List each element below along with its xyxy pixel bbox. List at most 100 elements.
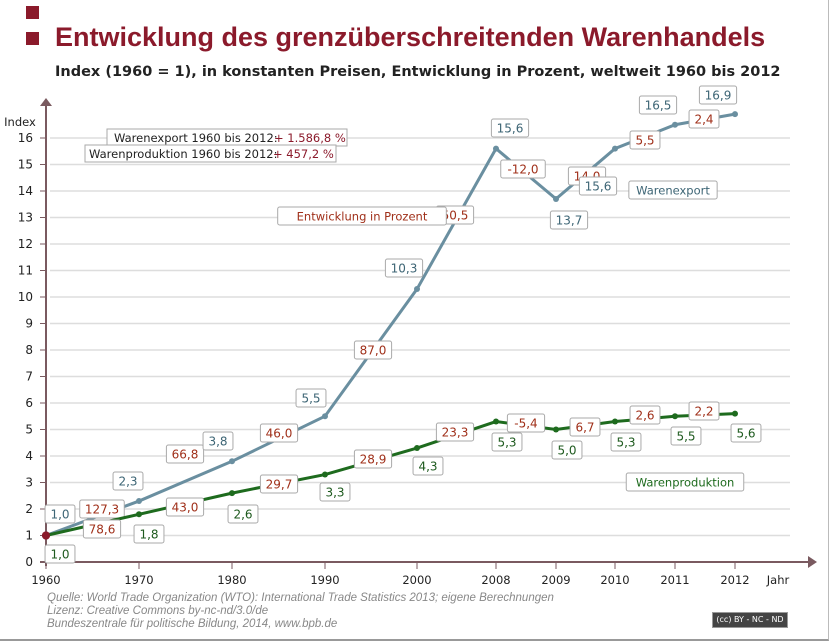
production-point bbox=[229, 490, 235, 497]
export-value-label: 5,5 bbox=[301, 392, 320, 406]
production-point bbox=[136, 511, 142, 518]
production-note-value: + 457,2 % bbox=[273, 147, 334, 161]
export-percent-label-box bbox=[165, 444, 205, 464]
x-tick-label: 1960 bbox=[31, 573, 60, 587]
production-point bbox=[553, 426, 559, 433]
export-value-label-box bbox=[295, 388, 327, 408]
production-note-label: Warenproduktion 1960 bis 2012: bbox=[89, 147, 277, 161]
production-percent-label: 78,6 bbox=[89, 523, 116, 537]
export-percent-label-box bbox=[353, 340, 393, 360]
y-tick-label: 8 bbox=[25, 343, 33, 357]
production-percent-label-box bbox=[506, 413, 546, 433]
cc-license-badge[interactable]: (cc) BY - NC - ND bbox=[712, 612, 788, 628]
production-value-label-box bbox=[412, 456, 444, 476]
y-tick-label: 3 bbox=[25, 476, 33, 490]
y-tick-label: 1 bbox=[25, 529, 33, 543]
y-axis-arrow bbox=[40, 98, 52, 106]
production-value-label: 5,5 bbox=[676, 430, 695, 444]
production-percent-label-box bbox=[353, 449, 393, 469]
production-percent-label: 43,0 bbox=[172, 501, 199, 515]
production-percent-label: 2,2 bbox=[694, 405, 713, 419]
x-tick-label: 2009 bbox=[541, 573, 570, 587]
production-value-label: 2,6 bbox=[233, 508, 252, 522]
production-value-label-box bbox=[551, 440, 583, 460]
y-tick-label: 10 bbox=[18, 290, 33, 304]
export-line bbox=[45, 112, 736, 537]
production-percent-label: -5,4 bbox=[514, 417, 537, 431]
export-value-label: 1,0 bbox=[50, 508, 69, 522]
export-percent-label-box bbox=[688, 109, 720, 129]
export-percent-label-box bbox=[259, 423, 299, 443]
export-point bbox=[493, 145, 499, 152]
production-percent-label: 6,7 bbox=[575, 421, 594, 435]
chart-subtitle: Index (1960 = 1), in konstanten Preisen,… bbox=[55, 64, 781, 80]
export-value-label: 3,8 bbox=[208, 435, 227, 449]
export-legend: Warenexport bbox=[636, 184, 710, 198]
production-value-label: 4,3 bbox=[418, 460, 437, 474]
export-value-label: 10,3 bbox=[391, 262, 418, 276]
export-percent-label: 5,5 bbox=[635, 134, 654, 148]
export-note-value: + 1.586,8 % bbox=[274, 131, 346, 145]
export-percent-label: 66,8 bbox=[172, 448, 199, 462]
production-value-label: 3,3 bbox=[325, 486, 344, 500]
y-tick-label: 14 bbox=[18, 184, 33, 198]
export-percent-label: 46,0 bbox=[266, 427, 293, 441]
x-tick-label: 2011 bbox=[660, 573, 689, 587]
production-note-box bbox=[84, 144, 337, 163]
production-point bbox=[612, 418, 618, 425]
x-tick-label: 1970 bbox=[124, 573, 153, 587]
production-value-label-box bbox=[319, 482, 351, 502]
export-point bbox=[229, 458, 235, 465]
export-point bbox=[732, 111, 738, 118]
export-percent-label-box bbox=[500, 159, 546, 179]
export-value-label-box bbox=[384, 258, 424, 278]
y-tick-label: 16 bbox=[18, 131, 33, 145]
y-tick-label: 4 bbox=[25, 449, 33, 463]
chart-title: Entwicklung des grenzüberschreitenden Wa… bbox=[55, 22, 766, 52]
export-value-label: 16,5 bbox=[645, 99, 672, 113]
x-tick-label: 1980 bbox=[217, 573, 246, 587]
production-percent-label-box bbox=[82, 519, 122, 539]
production-point bbox=[493, 418, 499, 425]
export-value-label-box bbox=[638, 95, 678, 115]
production-percent-label: 23,3 bbox=[442, 426, 469, 440]
production-value-label-box bbox=[491, 432, 523, 452]
y-tick-label: 9 bbox=[25, 317, 33, 331]
export-percent-label-box bbox=[629, 130, 661, 150]
x-tick-label: 2010 bbox=[600, 573, 629, 587]
production-value-label-box bbox=[730, 423, 762, 443]
export-value-label: 15,6 bbox=[497, 122, 524, 136]
export-percent-label: -12,0 bbox=[507, 163, 538, 177]
production-value-label: 1,0 bbox=[50, 548, 69, 562]
production-value-label-box bbox=[610, 432, 642, 452]
export-percent-label: 2,4 bbox=[694, 113, 713, 127]
production-value-label: 5,0 bbox=[557, 444, 576, 458]
x-tick-label: 2008 bbox=[481, 573, 510, 587]
production-percent-label-box bbox=[165, 497, 205, 517]
x-axis-arrow bbox=[808, 556, 817, 568]
source-note: Quelle: World Trade Organization (WTO): … bbox=[47, 592, 554, 631]
production-percent-label: 28,9 bbox=[360, 453, 387, 467]
publisher-line: Bundeszentrale für politische Bildung, 2… bbox=[47, 618, 338, 630]
production-value-label: 5,6 bbox=[736, 427, 755, 441]
production-percent-label-box bbox=[259, 474, 299, 494]
export-value-label-box bbox=[549, 210, 589, 230]
export-value-label: 15,6 bbox=[585, 180, 612, 194]
x-axis-label: Jahr bbox=[766, 573, 790, 587]
export-value-label-box bbox=[202, 431, 234, 451]
source-line: Quelle: World Trade Organization (WTO): … bbox=[47, 592, 554, 604]
production-percent-label: 2,6 bbox=[635, 409, 654, 423]
export-value-label-box bbox=[490, 118, 530, 138]
production-point bbox=[42, 531, 50, 540]
license-line: Lizenz: Creative Commons by-nc-nd/3.0/de bbox=[47, 605, 269, 617]
export-value-label: 13,7 bbox=[556, 214, 583, 228]
y-tick-label: 15 bbox=[18, 158, 33, 172]
percent-legend-box bbox=[277, 206, 447, 226]
export-point bbox=[136, 498, 142, 505]
production-point bbox=[414, 445, 420, 452]
x-tick-label: 1990 bbox=[310, 573, 339, 587]
production-value-label-box bbox=[44, 544, 76, 564]
y-tick-label: 6 bbox=[25, 396, 33, 410]
production-percent-label-box bbox=[688, 401, 720, 421]
